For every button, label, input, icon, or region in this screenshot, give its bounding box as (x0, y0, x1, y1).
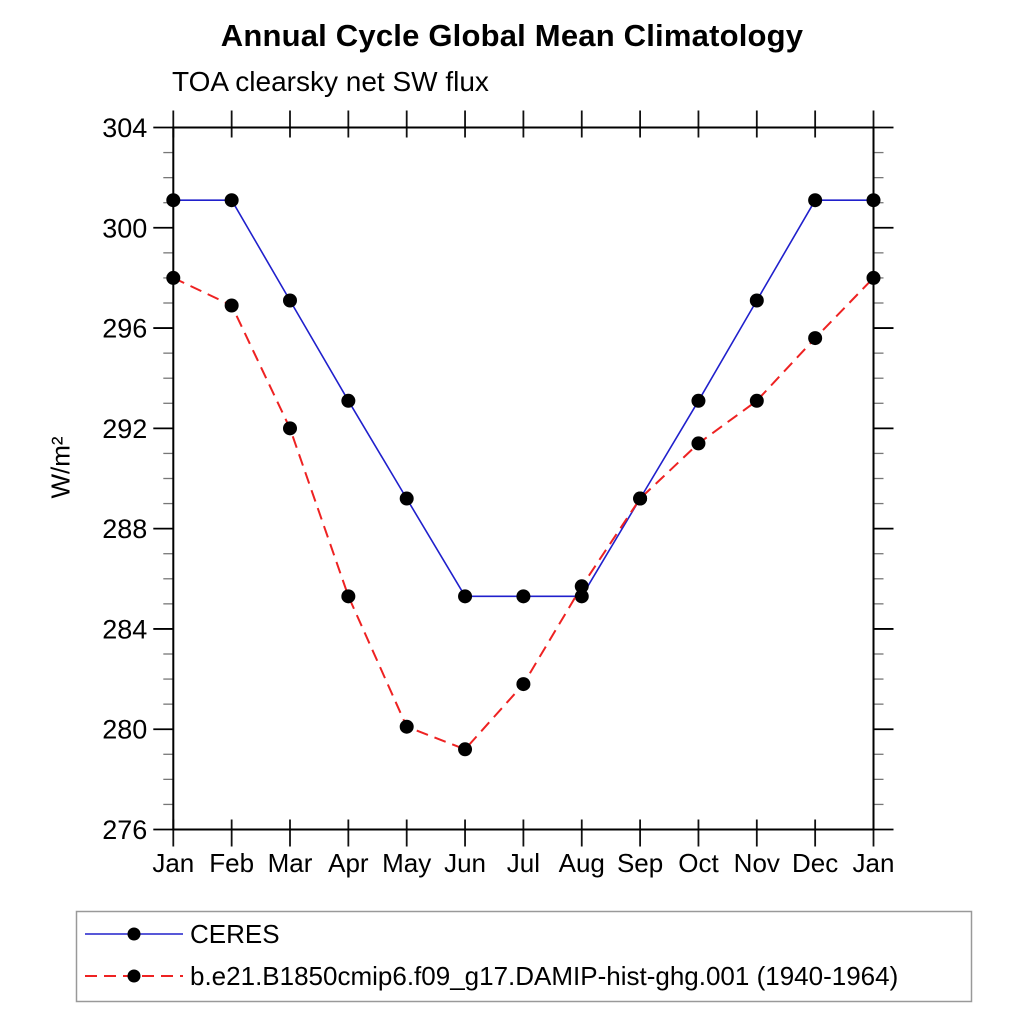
data-point (808, 331, 823, 346)
x-tick-label: Jan (152, 848, 194, 878)
x-tick-label: Nov (734, 848, 780, 878)
x-tick-label: Dec (792, 848, 838, 878)
data-point (516, 677, 531, 692)
x-tick-label: Jun (444, 848, 486, 878)
legend-sample-marker-1 (127, 969, 141, 983)
y-tick-label: 284 (102, 614, 147, 644)
chart-title: Annual Cycle Global Mean Climatology (220, 18, 804, 53)
data-point (399, 491, 414, 506)
data-point (341, 589, 356, 604)
x-tick-label: May (382, 848, 431, 878)
legend-box (75, 910, 973, 1003)
data-point (166, 193, 181, 208)
data-point (749, 293, 764, 308)
data-point (166, 270, 181, 285)
y-tick-label: 292 (102, 414, 147, 444)
x-tick-label: Jan (853, 848, 895, 878)
data-point (458, 589, 473, 604)
y-tick-label: 276 (102, 815, 147, 845)
y-axis-label: W/m² (45, 436, 76, 499)
y-tick-label: 296 (102, 314, 147, 344)
data-point (574, 579, 589, 594)
data-point (866, 270, 881, 285)
data-point (341, 393, 356, 408)
y-tick-label: 300 (102, 213, 147, 243)
x-tick-label: Oct (678, 848, 719, 878)
data-point (574, 589, 589, 604)
legend-label-model: b.e21.B1850cmip6.f09_g17.DAMIP-hist-ghg.… (190, 961, 899, 991)
x-tick-label: Aug (559, 848, 605, 878)
x-tick-label: Jul (507, 848, 540, 878)
data-point (399, 719, 414, 734)
chart-subtitle: TOA clearsky net SW flux (172, 66, 489, 97)
data-point (458, 742, 473, 757)
data-point (808, 193, 823, 208)
data-point (224, 193, 239, 208)
data-point (691, 393, 706, 408)
series-line-0 (173, 199, 874, 598)
data-point (749, 393, 764, 408)
data-point (691, 436, 706, 451)
y-tick-label: 304 (102, 113, 147, 143)
data-point (283, 293, 297, 308)
data-point (516, 589, 531, 604)
y-tick-label: 288 (102, 514, 147, 544)
x-tick-label: Feb (209, 848, 254, 878)
data-point (283, 421, 297, 436)
data-point (866, 193, 881, 208)
x-tick-label: Sep (617, 848, 663, 878)
data-point (224, 298, 239, 313)
y-tick-label: 280 (102, 715, 147, 745)
x-tick-label: Mar (268, 848, 313, 878)
legend-sample-marker-0 (127, 927, 141, 941)
x-tick-label: Apr (328, 848, 369, 878)
data-point (633, 491, 648, 506)
legend-label-ceres: CERES (190, 919, 280, 949)
